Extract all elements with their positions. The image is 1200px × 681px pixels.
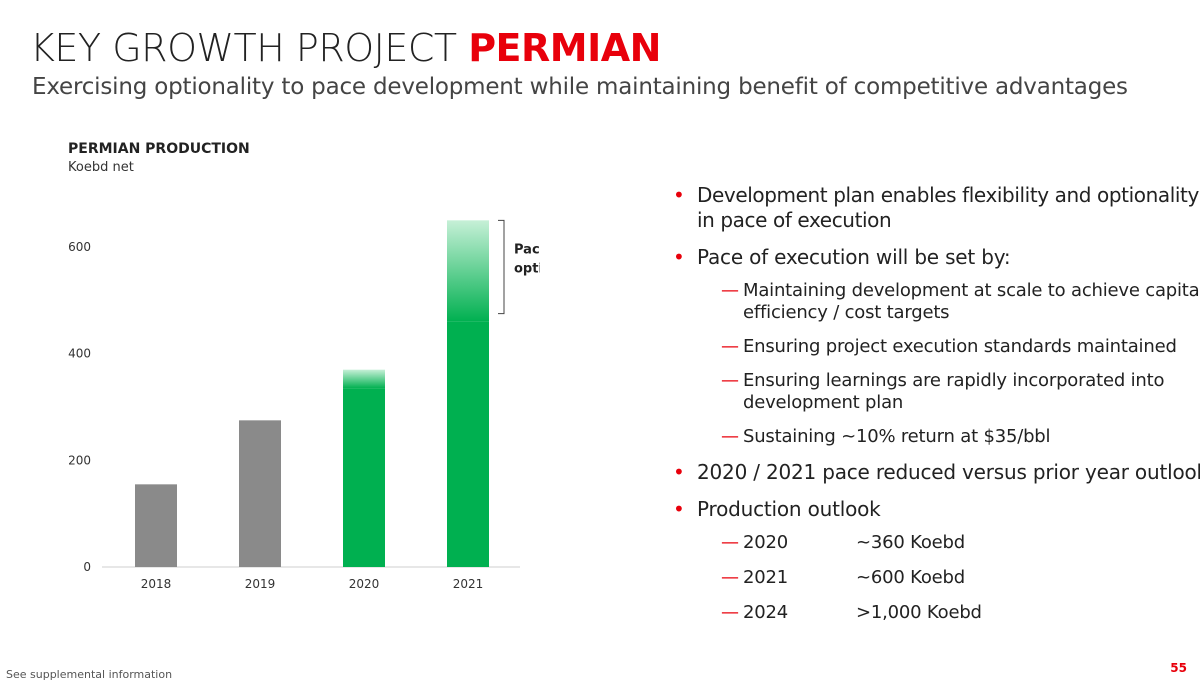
chart-subtitle: Koebd net: [68, 160, 134, 175]
bullet-pace-set-by: Pace of execution will be set by: Mainta…: [670, 245, 1200, 448]
outlook-value: >1,000 Koebd: [856, 602, 982, 623]
chart-title: PERMIAN PRODUCTION: [68, 141, 250, 157]
bar-2021-optionality: [447, 220, 489, 322]
bar-2018: [135, 484, 177, 567]
outlook-year: 2021: [743, 567, 789, 588]
y-tick-label: 600: [68, 240, 91, 254]
y-tick-label: 400: [68, 347, 91, 361]
outlook-item: 2021 ~600 Koebd: [697, 567, 1200, 589]
pace-label-line1: Pace: [514, 242, 540, 257]
production-chart: 0 200 400 600 2018 2019 2020 2021 Pace optiona…: [68, 219, 540, 591]
bullet-outlook-label: Production outlook: [697, 497, 881, 521]
y-tick-label: 200: [68, 453, 91, 467]
pace-criteria-list: Maintaining development at scale to achi…: [697, 280, 1200, 448]
bar-2019: [239, 420, 281, 567]
bullet-pace-reduced: 2020 / 2021 pace reduced versus prior ye…: [670, 460, 1200, 485]
outlook-year: 2020: [743, 532, 789, 553]
sub-bullet-return: Sustaining ~10% return at $35/bbl: [697, 426, 1200, 448]
bar-2021: [447, 321, 489, 567]
outlook-year: 2024: [743, 602, 789, 623]
footnote: See supplemental information: [6, 668, 173, 681]
outlook-item: 2020 ~360 Koebd: [697, 532, 1200, 554]
sub-bullet-scale: Maintaining development at scale to achi…: [697, 280, 1200, 324]
bars: [135, 220, 489, 567]
x-axis: 2018 2019 2020 2021: [141, 577, 484, 591]
page-number: 55: [1170, 661, 1187, 675]
outlook-value: ~600 Koebd: [856, 567, 966, 588]
bullet-flexibility: Development plan enables flexibility and…: [670, 183, 1200, 233]
x-tick-label: 2018: [141, 577, 172, 591]
pace-annotation: Pace optionality: [498, 219, 540, 315]
y-tick-label: 0: [83, 560, 91, 574]
x-tick-label: 2019: [245, 577, 276, 591]
outlook-item: 2024 >1,000 Koebd: [697, 602, 1200, 624]
sub-bullet-standards: Ensuring project execution standards mai…: [697, 336, 1200, 358]
x-tick-label: 2021: [453, 577, 484, 591]
sub-bullet-learnings: Ensuring learnings are rapidly incorpora…: [697, 370, 1173, 414]
bullet-outlook: Production outlook 2020 ~360 Koebd 2021 ~6…: [670, 497, 1200, 624]
bullet-pace-label: Pace of execution will be set by:: [697, 245, 1011, 269]
outlook-list: 2020 ~360 Koebd 2021 ~600 Koebd 2024 >1,000…: [697, 532, 1200, 624]
slide-subtitle: Exercising optionality to pace developme…: [32, 74, 1128, 100]
bar-2020-optionality: [343, 369, 385, 389]
outlook-value: ~360 Koebd: [856, 532, 966, 553]
slide-title: KEY GROWTH PROJECT PERMIAN: [30, 26, 661, 70]
y-axis: 0 200 400 600: [68, 240, 91, 574]
pace-label-line2: optionality: [514, 261, 540, 276]
title-prefix: KEY GROWTH PROJECT: [30, 26, 457, 70]
bullet-list: Development plan enables flexibility and…: [670, 183, 1200, 637]
title-accent: PERMIAN: [468, 26, 661, 70]
pace-bracket: [498, 219, 505, 315]
x-tick-label: 2020: [349, 577, 380, 591]
bar-2020: [343, 388, 385, 567]
